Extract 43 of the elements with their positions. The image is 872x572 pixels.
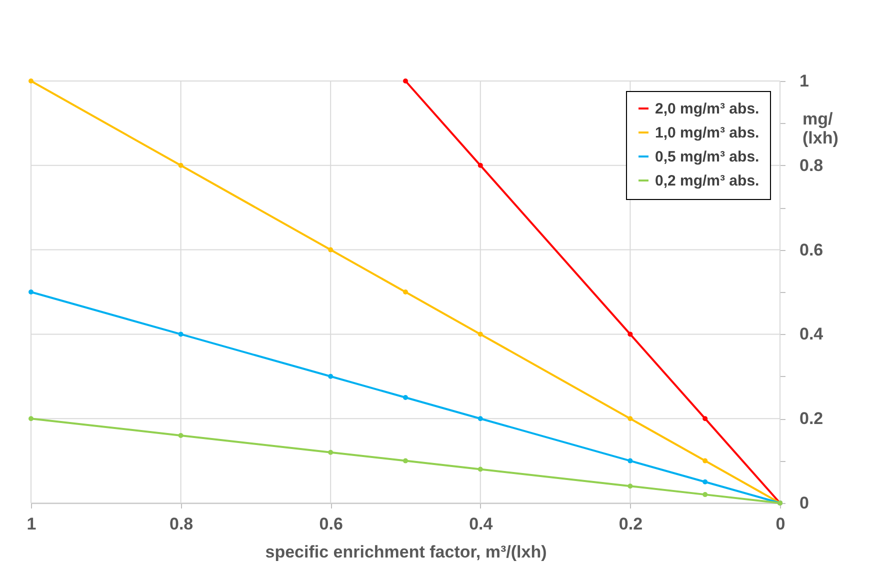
- point: [403, 395, 408, 400]
- legend-label: 2,0 mg/m³ abs.: [655, 100, 760, 118]
- x-axis-title: specific enrichment factor, m³/(lxh): [265, 542, 547, 562]
- point: [702, 479, 708, 484]
- x-tick-label: 0.2: [618, 514, 643, 534]
- point: [328, 374, 334, 379]
- legend-label: 1,0 mg/m³ abs.: [655, 124, 760, 142]
- point: [178, 432, 184, 438]
- point: [478, 416, 483, 422]
- point: [28, 416, 34, 422]
- legend-label: 0,5 mg/m³ abs.: [655, 148, 760, 166]
- x-tick-label: 0.8: [169, 514, 194, 534]
- legend-label: 0,2 mg/m³ abs.: [655, 172, 760, 190]
- y-tick-label: 0.8: [800, 156, 824, 175]
- point: [178, 332, 184, 337]
- y-tick-label: 0.4: [800, 324, 824, 344]
- point: [628, 332, 633, 337]
- point: [328, 450, 334, 455]
- y-tick-label: 1: [800, 72, 809, 90]
- point: [28, 290, 34, 294]
- point: [28, 78, 34, 84]
- point: [702, 458, 708, 464]
- y-tick-label: 0.6: [800, 240, 824, 260]
- point: [628, 416, 633, 422]
- y-axis-title: mg/(lxh): [802, 110, 838, 148]
- point: [178, 162, 184, 168]
- x-tick-label: 0.4: [469, 514, 494, 534]
- point: [702, 492, 708, 498]
- point: [478, 162, 483, 168]
- point: [403, 290, 408, 294]
- point: [628, 458, 633, 464]
- point: [403, 458, 408, 464]
- point: [702, 416, 708, 422]
- x-tick-label: 0.6: [319, 514, 343, 534]
- x-tick-label: 1: [26, 514, 36, 534]
- point: [328, 247, 334, 252]
- point: [478, 332, 483, 337]
- point: [478, 466, 483, 472]
- point: [403, 78, 408, 84]
- x-tick-label: 0: [776, 514, 786, 534]
- y-tick-label: 0: [800, 494, 809, 512]
- point: [628, 484, 633, 489]
- y-tick-label: 0.2: [800, 409, 824, 428]
